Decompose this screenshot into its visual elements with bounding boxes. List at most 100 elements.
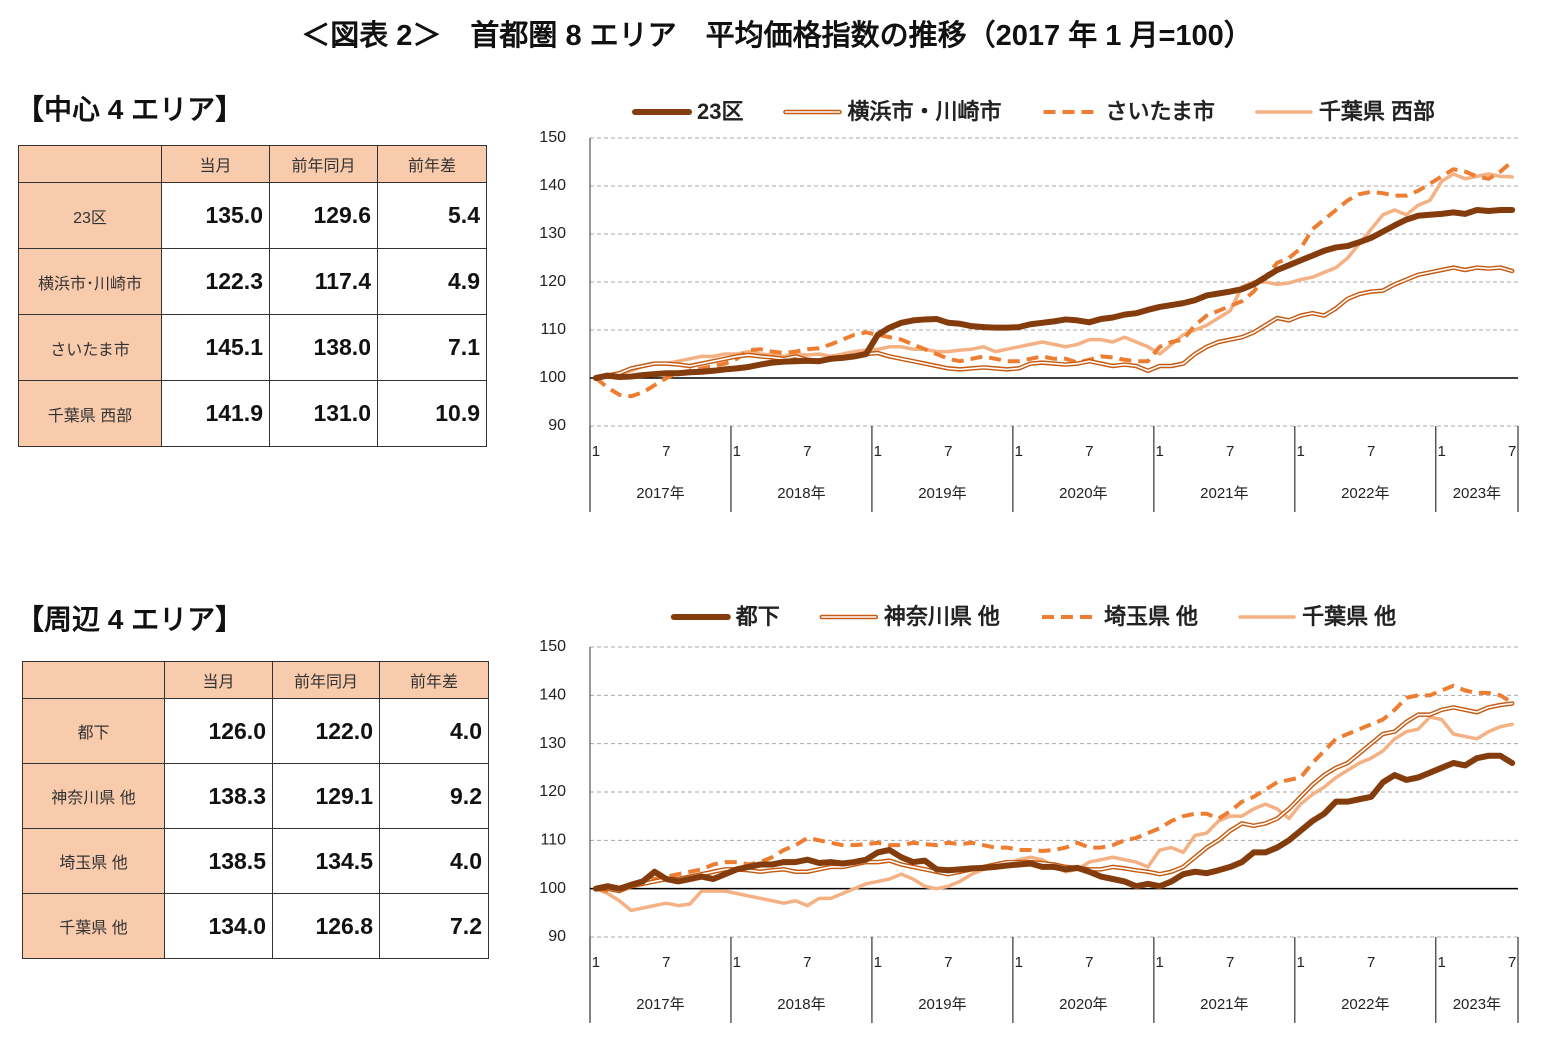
line [592, 752, 1516, 892]
x-tick-label: 1 [592, 954, 600, 971]
year-label: 2023年 [1453, 485, 1501, 502]
cell: 9.2 [379, 763, 489, 829]
y-tick-label: 100 [539, 880, 566, 897]
line [594, 160, 1514, 399]
x-tick-label: 7 [803, 443, 811, 460]
cell: 7.2 [379, 893, 489, 959]
x-tick-label: 1 [592, 443, 600, 460]
x-tick-label: 7 [1085, 443, 1093, 460]
table-row: 23区 135.0 129.6 5.4 [18, 182, 487, 249]
line-inner [595, 266, 1513, 379]
x-tick-label: 1 [1156, 443, 1164, 460]
legend-item: 千葉県 西部 [1255, 99, 1435, 124]
header-cell: 当月 [161, 145, 270, 183]
x-tick-label: 1 [1437, 954, 1445, 971]
cell: 4.9 [377, 248, 487, 315]
legend-item: さいたま市 [1043, 99, 1215, 124]
legend-label: 埼玉県 他 [1104, 604, 1198, 629]
legend-label: 横浜市・川崎市 [848, 99, 1002, 124]
legend-label: 23区 [697, 99, 743, 124]
y-tick-label: 130 [539, 225, 566, 242]
header-cell: 当月 [164, 661, 273, 699]
cell: 129.1 [272, 763, 380, 829]
x-tick-label: 7 [1367, 954, 1375, 971]
cell: 4.0 [379, 698, 489, 764]
row-label: 都下 [22, 698, 165, 764]
header-cell: 前年差 [377, 145, 487, 183]
y-tick-label: 140 [539, 177, 566, 194]
legend: 都下 神奈川県 他 埼玉県 他 千葉県 他 [670, 604, 1396, 629]
year-label: 2021年 [1200, 996, 1248, 1013]
x-tick-label: 7 [1508, 443, 1516, 460]
y-tick-label: 90 [548, 417, 566, 434]
legend-item: 横浜市・川崎市 [783, 99, 1002, 124]
cell: 117.4 [269, 248, 378, 315]
y-tick-label: 140 [539, 687, 566, 704]
year-label: 2018年 [777, 996, 825, 1013]
cell: 122.0 [272, 698, 380, 764]
x-tick-label: 1 [733, 443, 741, 460]
cell: 10.9 [377, 380, 487, 447]
x-tick-label: 1 [874, 954, 882, 971]
x-tick-label: 1 [1156, 954, 1164, 971]
y-tick-label: 110 [540, 321, 566, 338]
year-label: 2019年 [918, 485, 966, 502]
table-row: 千葉県 他 134.0 126.8 7.2 [22, 893, 489, 959]
row-label: 横浜市･川崎市 [18, 248, 162, 315]
x-tick-label: 1 [1297, 443, 1305, 460]
legend-label: 千葉県 他 [1302, 604, 1396, 629]
series-group [592, 160, 1516, 399]
table-row: 横浜市･川崎市 122.3 117.4 4.9 [18, 248, 487, 315]
year-label: 2022年 [1341, 996, 1389, 1013]
year-label: 2018年 [777, 485, 825, 502]
x-tick-label: 7 [944, 954, 952, 971]
table: 当月 前年同月 前年差 都下 126.0 122.0 4.0 神奈川県 他 138.3 129.1… [22, 661, 489, 959]
legend-item: 千葉県 他 [1238, 604, 1396, 629]
x-tick-label: 7 [662, 954, 670, 971]
legend-item: 23区 [632, 99, 744, 124]
x-tick-label: 7 [1226, 443, 1234, 460]
header-cell: 前年差 [379, 661, 489, 699]
header-cell: 前年同月 [269, 145, 378, 183]
y-tick-label: 150 [539, 129, 566, 146]
cell: 5.4 [377, 182, 487, 249]
table-row: 千葉県 西部 141.9 131.0 10.9 [18, 380, 487, 447]
y-tick-label: 130 [539, 735, 566, 752]
y-tick-label: 90 [548, 928, 566, 945]
section-heading: 【周辺 4 エリア】 [16, 604, 244, 635]
table-row: 都下 126.0 122.0 4.0 [22, 698, 489, 764]
row-label: 千葉県 西部 [18, 380, 162, 447]
year-label: 2020年 [1059, 996, 1107, 1013]
year-label: 2017年 [636, 996, 684, 1013]
x-tick-label: 1 [1297, 954, 1305, 971]
x-tick-label: 1 [733, 954, 741, 971]
year-label: 2019年 [918, 996, 966, 1013]
table: 当月 前年同月 前年差 23区 135.0 129.6 5.4 横浜市･川崎市 122.3 117… [18, 145, 487, 447]
x-tick-label: 1 [874, 443, 882, 460]
table-row: 神奈川県 他 138.3 129.1 9.2 [22, 763, 489, 829]
x-tick-label: 7 [1085, 954, 1093, 971]
row-label: さいたま市 [18, 314, 162, 381]
cell: 135.0 [161, 182, 270, 249]
year-label: 2017年 [636, 485, 684, 502]
cell: 4.0 [379, 828, 489, 894]
y-tick-label: 110 [540, 832, 566, 849]
section-heading: 【中心 4 エリア】 [16, 94, 244, 125]
year-label: 2023年 [1453, 996, 1501, 1013]
line [594, 715, 1514, 913]
legend-label: さいたま市 [1106, 99, 1215, 124]
legend-label: 都下 [735, 604, 780, 629]
cell: 134.0 [164, 893, 273, 959]
row-label: 埼玉県 他 [22, 828, 165, 894]
cell: 126.0 [164, 698, 273, 764]
year-label: 2021年 [1200, 485, 1248, 502]
year-label: 2022年 [1341, 485, 1389, 502]
x-tick-label: 1 [1015, 443, 1023, 460]
cell: 145.1 [161, 314, 270, 381]
page-title: ＜図表 2＞ 首都圏 8 エリア 平均価格指数の推移（2017 年 1 月=10… [301, 20, 1253, 52]
header-row: 当月 前年同月 前年差 [18, 145, 487, 183]
x-tick-label: 1 [1015, 954, 1023, 971]
x-tick-label: 7 [1226, 954, 1234, 971]
cell: 7.1 [377, 314, 487, 381]
